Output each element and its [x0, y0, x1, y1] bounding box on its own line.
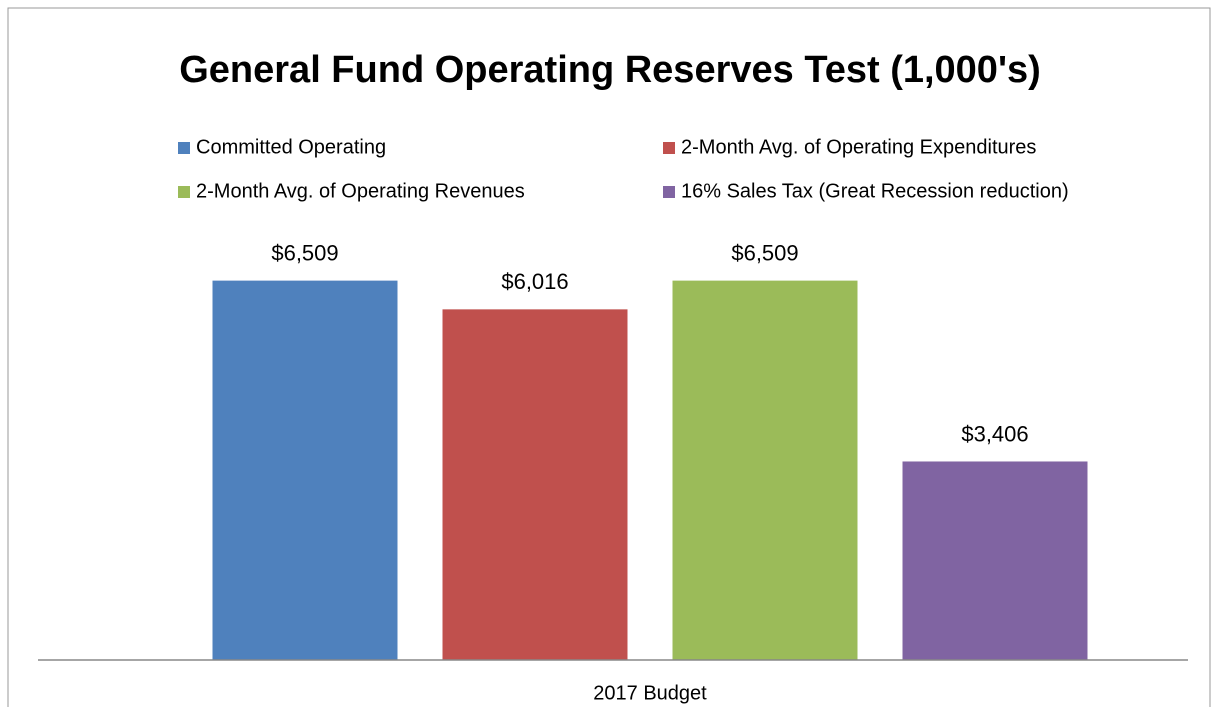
legend-swatch [178, 142, 190, 154]
x-tick-label: 2017 Budget [593, 682, 707, 704]
chart-frame [7, 7, 1211, 707]
legend-label: 2-Month Avg. of Operating Expenditures [681, 136, 1036, 158]
value-label: $6,016 [501, 269, 568, 294]
legend-label: 16% Sales Tax (Great Recession reduction… [681, 180, 1069, 202]
bar [672, 280, 858, 660]
value-label: $6,509 [271, 240, 338, 265]
bar [902, 461, 1088, 660]
value-label: $6,509 [731, 240, 798, 265]
legend-label: Committed Operating [196, 136, 386, 158]
bar [212, 280, 398, 660]
bar [442, 309, 628, 660]
legend-swatch [663, 142, 675, 154]
legend-swatch [663, 186, 675, 198]
legend-label: 2-Month Avg. of Operating Revenues [196, 180, 525, 202]
legend-swatch [178, 186, 190, 198]
chart-title: General Fund Operating Reserves Test (1,… [179, 49, 1041, 91]
value-label: $3,406 [961, 421, 1028, 446]
